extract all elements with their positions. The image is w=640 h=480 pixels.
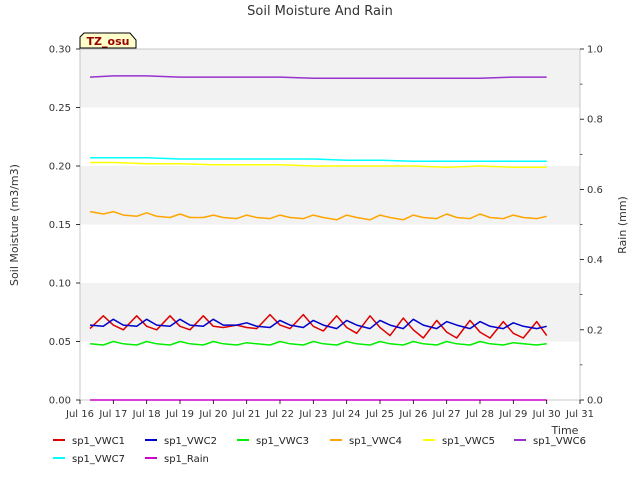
x-axis: Jul 16 Jul 17 Jul 18 Jul 19 Jul 20 Jul 21 Jul … [65, 400, 594, 420]
legend-label-sp1_VWC6: sp1_VWC6 [533, 436, 586, 447]
series-line-sp1_VWC3 [89, 340, 547, 346]
x-tick-label: Jul 30 [532, 409, 561, 420]
y-right-tick-label: 0.4 [587, 255, 603, 266]
x-tick-label: Jul 17 [98, 409, 127, 420]
series-line-sp1_VWC6 [89, 75, 547, 80]
series-line-sp1_VWC1 [89, 313, 548, 339]
y-left-tick-label: 0.30 [49, 45, 71, 56]
x-tick-label: Jul 25 [365, 409, 394, 420]
series-line-sp1_VWC7 [90, 157, 547, 163]
grid-band [80, 283, 580, 342]
legend-label-sp1_VWC3: sp1_VWC3 [256, 436, 309, 447]
background-bands [80, 49, 580, 342]
y-right-tick-label: 0.6 [587, 185, 603, 196]
x-tick-label: Jul 23 [298, 409, 327, 420]
x-tick-label: Jul 19 [165, 409, 194, 420]
x-tick-label: Jul 20 [198, 409, 227, 420]
y-axis-left-label: Soil Moisture (m3/m3) [8, 164, 21, 286]
x-tick-label: Jul 29 [498, 409, 527, 420]
y-left-tick-label: 0.20 [49, 162, 71, 173]
y-left-tick-label: 0.00 [49, 396, 71, 407]
y-axis-left: 0.00 0.05 0.10 0.15 0.20 0.25 0.30 [49, 45, 80, 407]
y-right-tick-label: 0.8 [587, 115, 603, 126]
y-left-tick-label: 0.25 [49, 103, 71, 114]
x-tick-label: Jul 18 [132, 409, 161, 420]
legend-label-sp1_VWC7: sp1_VWC7 [72, 454, 125, 465]
legend-label-sp1_VWC5: sp1_VWC5 [442, 436, 495, 447]
x-tick-label: Jul 26 [398, 409, 427, 420]
x-tick-label: Jul 24 [332, 409, 361, 420]
x-tick-label: Jul 16 [65, 409, 94, 420]
series-line-sp1_VWC2 [89, 318, 547, 330]
x-tick-label: Jul 27 [432, 409, 461, 420]
grid-band [80, 166, 580, 225]
station-label-shape [79, 32, 137, 49]
station-label: TZ_osu [87, 35, 130, 48]
legend-label-sp1_VWC4: sp1_VWC4 [349, 436, 402, 447]
x-tick-label: Jul 28 [465, 409, 494, 420]
y-right-tick-label: 0.0 [587, 396, 603, 407]
x-tick-label: Jul 21 [232, 409, 261, 420]
legend: sp1_VWC1 sp1_VWC2 sp1_VWC3 sp1_VWC4 sp1_VWC5… [53, 436, 586, 465]
x-tick-label: Jul 31 [565, 409, 594, 420]
y-axis-right: 0.0 0.2 0.4 0.6 0.8 1.0 [580, 45, 603, 407]
legend-label-sp1_VWC1: sp1_VWC1 [72, 436, 125, 447]
series-lines [89, 75, 548, 401]
y-left-tick-label: 0.10 [49, 279, 71, 290]
legend-label-sp1_Rain: sp1_Rain [164, 454, 209, 465]
y-right-tick-label: 0.2 [587, 325, 603, 336]
y-axis-right-label: Rain (mm) [616, 196, 629, 254]
y-right-tick-label: 1.0 [587, 45, 603, 56]
legend-label-sp1_VWC2: sp1_VWC2 [164, 436, 217, 447]
series-line-sp1_VWC4 [89, 210, 547, 221]
station-label-box: TZ_osu [79, 32, 137, 49]
series-line-sp1_VWC5 [90, 161, 547, 168]
x-axis-label: Time [551, 424, 579, 437]
x-tick-label: Jul 22 [265, 409, 294, 420]
y-left-tick-label: 0.15 [49, 220, 71, 231]
y-left-tick-label: 0.05 [49, 337, 71, 348]
chart-title: Soil Moisture And Rain [247, 4, 393, 19]
